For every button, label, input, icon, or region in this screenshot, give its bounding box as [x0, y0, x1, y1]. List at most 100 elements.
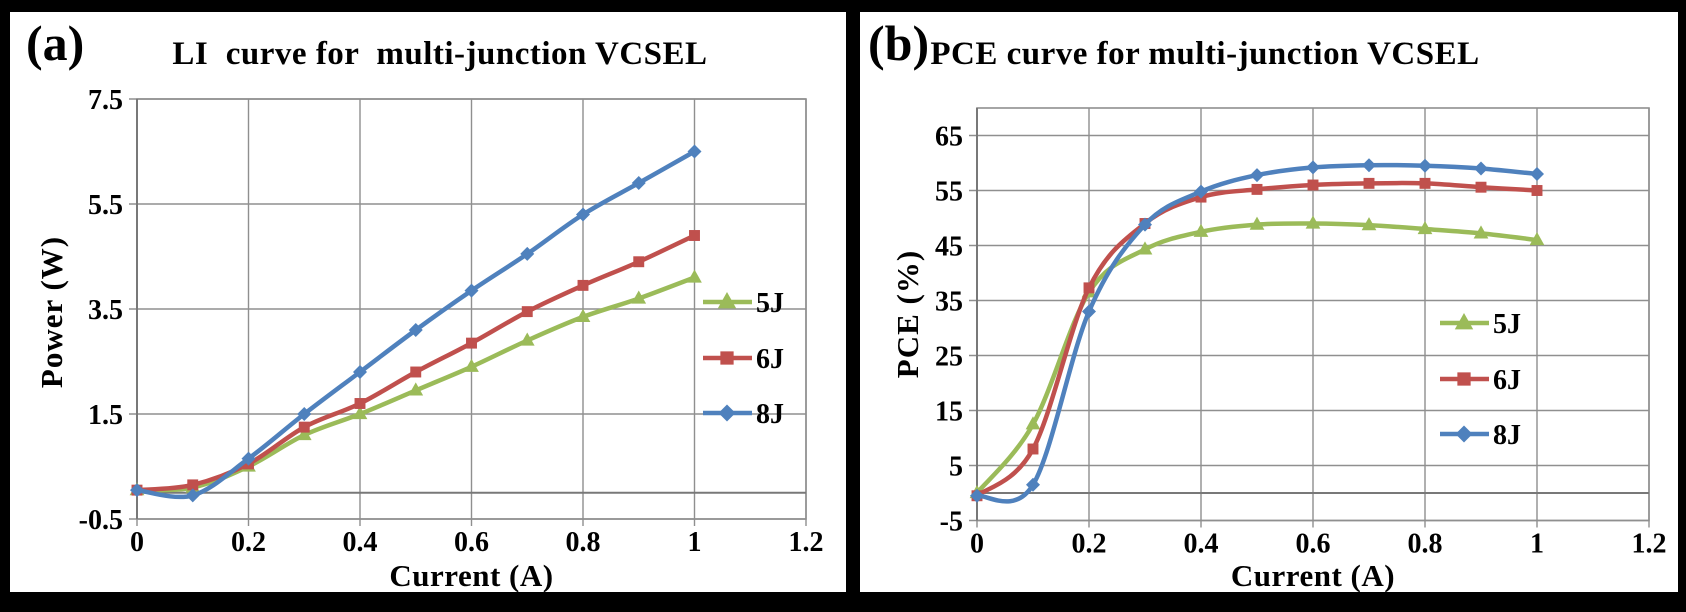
y-tick-label: 25 — [935, 342, 963, 373]
square-marker-icon — [1307, 179, 1319, 191]
triangle-marker-icon — [1361, 217, 1377, 231]
diamond-marker-icon — [970, 488, 984, 503]
square-marker-icon — [187, 479, 199, 491]
diamond-marker-icon — [1418, 158, 1432, 173]
diamond-marker-icon — [241, 451, 256, 466]
square-marker-icon — [689, 230, 700, 241]
triangle-marker-icon — [1473, 225, 1489, 239]
diamond-marker-icon — [1362, 158, 1376, 173]
series-line-5J — [974, 221, 1540, 496]
gridlines — [129, 98, 807, 526]
y-tick-label: 35 — [935, 287, 963, 318]
triangle-marker-icon — [631, 290, 647, 304]
square-marker-icon — [466, 337, 477, 349]
x-tick-label: 1 — [688, 527, 702, 558]
series-line-6J — [134, 233, 697, 493]
pce-plot-svg: -5 5 15 25 35 45 55 65 0 0.2 0.4 0.6 0.8 1 1.2 5J 6J 8J — [935, 107, 1667, 560]
diamond-marker-icon — [185, 488, 200, 503]
y-tick-label: 1.5 — [88, 400, 123, 431]
diamond-marker-icon — [1455, 425, 1473, 443]
diamond-marker-icon — [1530, 167, 1544, 181]
series-8J — [130, 144, 702, 503]
square-marker-icon — [577, 279, 589, 291]
gridlines — [969, 108, 1650, 528]
legend-item-5J: 5J — [703, 288, 784, 319]
square-marker-icon — [1531, 185, 1543, 196]
legend-item-8J: 8J — [1440, 420, 1521, 451]
legend: 5J 6J 8J — [703, 288, 784, 430]
legend-label: 8J — [1493, 420, 1521, 451]
diamond-marker-icon — [687, 144, 702, 159]
square-marker-icon — [1251, 183, 1263, 195]
y-tick-label: 65 — [935, 122, 963, 153]
y-tick-label: -5 — [940, 507, 963, 538]
square-marker-icon — [410, 366, 422, 378]
triangle-marker-icon — [1529, 232, 1545, 246]
square-marker-icon — [1363, 177, 1375, 189]
pce-y-axis-title: PCE (%) — [890, 249, 925, 379]
y-tick-label: 45 — [935, 232, 963, 263]
panel-a-tag: (a) — [26, 15, 85, 71]
y-tick-label: 5 — [949, 452, 963, 483]
legend-item-6J: 6J — [703, 344, 784, 375]
x-tick-label: 0 — [130, 527, 144, 558]
legend-item-5J: 5J — [1440, 309, 1521, 340]
square-marker-icon — [1083, 282, 1095, 294]
diamond-marker-icon — [1306, 160, 1320, 175]
x-tick-label: 0.2 — [1072, 529, 1107, 560]
triangle-marker-icon — [1305, 215, 1321, 229]
li-x-axis-title: Current (A) — [389, 558, 554, 593]
diamond-marker-icon — [631, 176, 646, 190]
panel-li-chart: -0.5 1.5 3.5 5.5 7.5 0 0.2 0.4 0.6 0.8 1 1.2 5J 6J 8J … — [10, 12, 846, 593]
x-tick-label: 0.2 — [231, 527, 266, 558]
x-tick-label: 0.6 — [1296, 529, 1331, 560]
triangle-marker-icon — [1137, 241, 1153, 255]
diamond-marker-icon — [1026, 477, 1040, 492]
y-tick-label: 5.5 — [88, 190, 123, 221]
legend-label: 8J — [756, 399, 784, 430]
diamond-marker-icon — [353, 365, 367, 379]
square-marker-icon — [521, 306, 533, 318]
series-6J — [131, 230, 700, 496]
series-5J — [969, 215, 1545, 499]
square-marker-icon — [633, 256, 645, 268]
triangle-marker-icon — [352, 406, 368, 420]
square-marker-icon — [1475, 181, 1487, 193]
legend-item-6J: 6J — [1440, 365, 1521, 396]
diamond-marker-icon — [1082, 304, 1096, 319]
legend-label: 6J — [756, 344, 784, 375]
diamond-marker-icon — [1194, 184, 1208, 199]
triangle-marker-icon — [519, 332, 535, 346]
diamond-marker-icon — [1138, 217, 1152, 232]
triangle-marker-icon — [1249, 216, 1265, 230]
diamond-marker-icon — [520, 246, 535, 261]
square-marker-icon — [1457, 372, 1471, 386]
diamond-marker-icon — [576, 207, 590, 222]
diamond-marker-icon — [297, 407, 312, 421]
series-line-8J — [974, 162, 1540, 504]
diamond-marker-icon — [408, 323, 423, 337]
triangle-marker-icon — [1417, 221, 1433, 235]
series-line-6J — [974, 180, 1540, 498]
x-tick-label: 0.6 — [454, 527, 489, 558]
legend: 5J 6J 8J — [1440, 309, 1521, 451]
triangle-marker-icon — [464, 358, 479, 372]
square-marker-icon — [1027, 443, 1039, 455]
x-tick-label: 0.4 — [1184, 529, 1219, 560]
x-tick-label: 1.2 — [789, 527, 824, 558]
triangle-marker-icon — [1193, 223, 1209, 237]
li-chart-title: LI curve for multi-junction VCSEL — [172, 36, 708, 72]
legend-item-8J: 8J — [703, 399, 784, 430]
pce-chart-title: PCE curve for multi-junction VCSEL — [930, 36, 1480, 72]
series-8J — [970, 158, 1544, 504]
triangle-marker-icon — [296, 427, 312, 441]
x-tick-label: 1.2 — [1632, 529, 1667, 560]
triangle-marker-icon — [575, 308, 591, 322]
diamond-marker-icon — [718, 404, 736, 422]
diamond-marker-icon — [1250, 168, 1264, 183]
y-tick-label: 3.5 — [88, 295, 123, 326]
diamond-marker-icon — [464, 283, 479, 298]
legend-label: 5J — [756, 288, 784, 319]
panel-pce-chart: -5 5 15 25 35 45 55 65 0 0.2 0.4 0.6 0.8 1 1.2 5J 6J 8J (… — [860, 12, 1678, 593]
